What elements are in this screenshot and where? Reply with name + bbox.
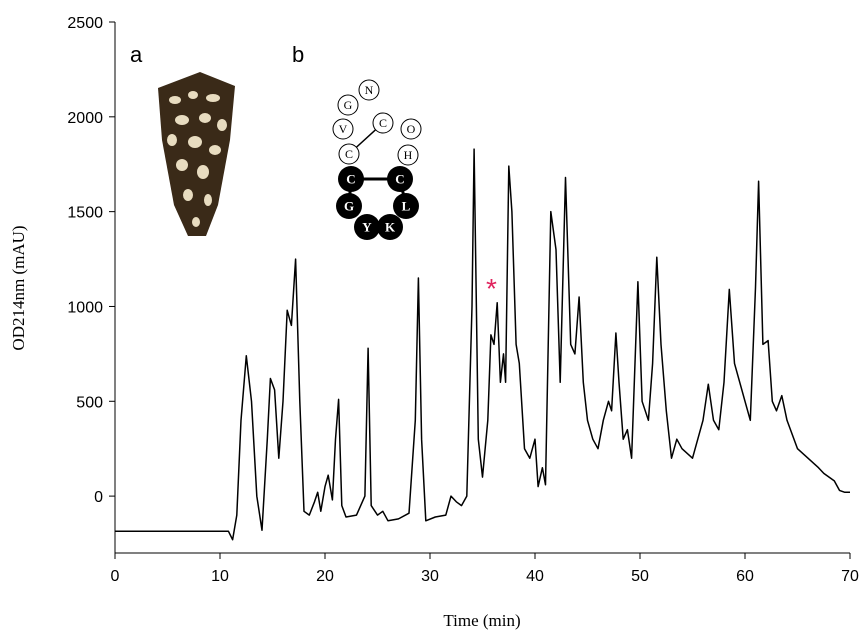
- x-tick-label: 20: [316, 568, 334, 585]
- residue: G: [344, 98, 353, 112]
- x-tick-label: 40: [526, 568, 544, 585]
- residue: N: [365, 83, 374, 97]
- y-tick-label: 2000: [67, 110, 103, 127]
- x-tick-label: 70: [841, 568, 859, 585]
- y-tick-label: 500: [76, 394, 103, 411]
- residue: C: [379, 116, 387, 130]
- x-axis-title: Time (min): [443, 611, 520, 630]
- panel-label: b: [292, 42, 304, 67]
- residue: O: [407, 122, 416, 136]
- chromatogram-line: [115, 148, 850, 541]
- peak-marker: *: [486, 273, 497, 304]
- y-tick-label: 1500: [67, 205, 103, 222]
- y-tick-label: 0: [94, 489, 103, 506]
- x-tick-label: 60: [736, 568, 754, 585]
- residue: K: [385, 220, 396, 235]
- y-axis-title: OD214nm (mAU): [9, 225, 28, 350]
- residue: G: [344, 199, 354, 214]
- shell-image: [158, 72, 235, 236]
- residue: L: [402, 199, 411, 214]
- residue: C: [346, 172, 355, 187]
- peptide-diagram: G N V C O C H C C G L Y K: [332, 79, 422, 240]
- panel-label: a: [130, 42, 143, 67]
- x-tick-label: 10: [211, 568, 229, 585]
- x-tick-label: 0: [111, 568, 120, 585]
- residue: Y: [362, 220, 372, 235]
- y-tick-label: 1000: [67, 299, 103, 316]
- y-tick-label: 2500: [67, 15, 103, 32]
- residue: H: [404, 148, 413, 162]
- x-tick-label: 50: [631, 568, 649, 585]
- x-tick-label: 30: [421, 568, 439, 585]
- residue: C: [345, 147, 353, 161]
- residue: C: [395, 172, 404, 187]
- residue: V: [339, 122, 348, 136]
